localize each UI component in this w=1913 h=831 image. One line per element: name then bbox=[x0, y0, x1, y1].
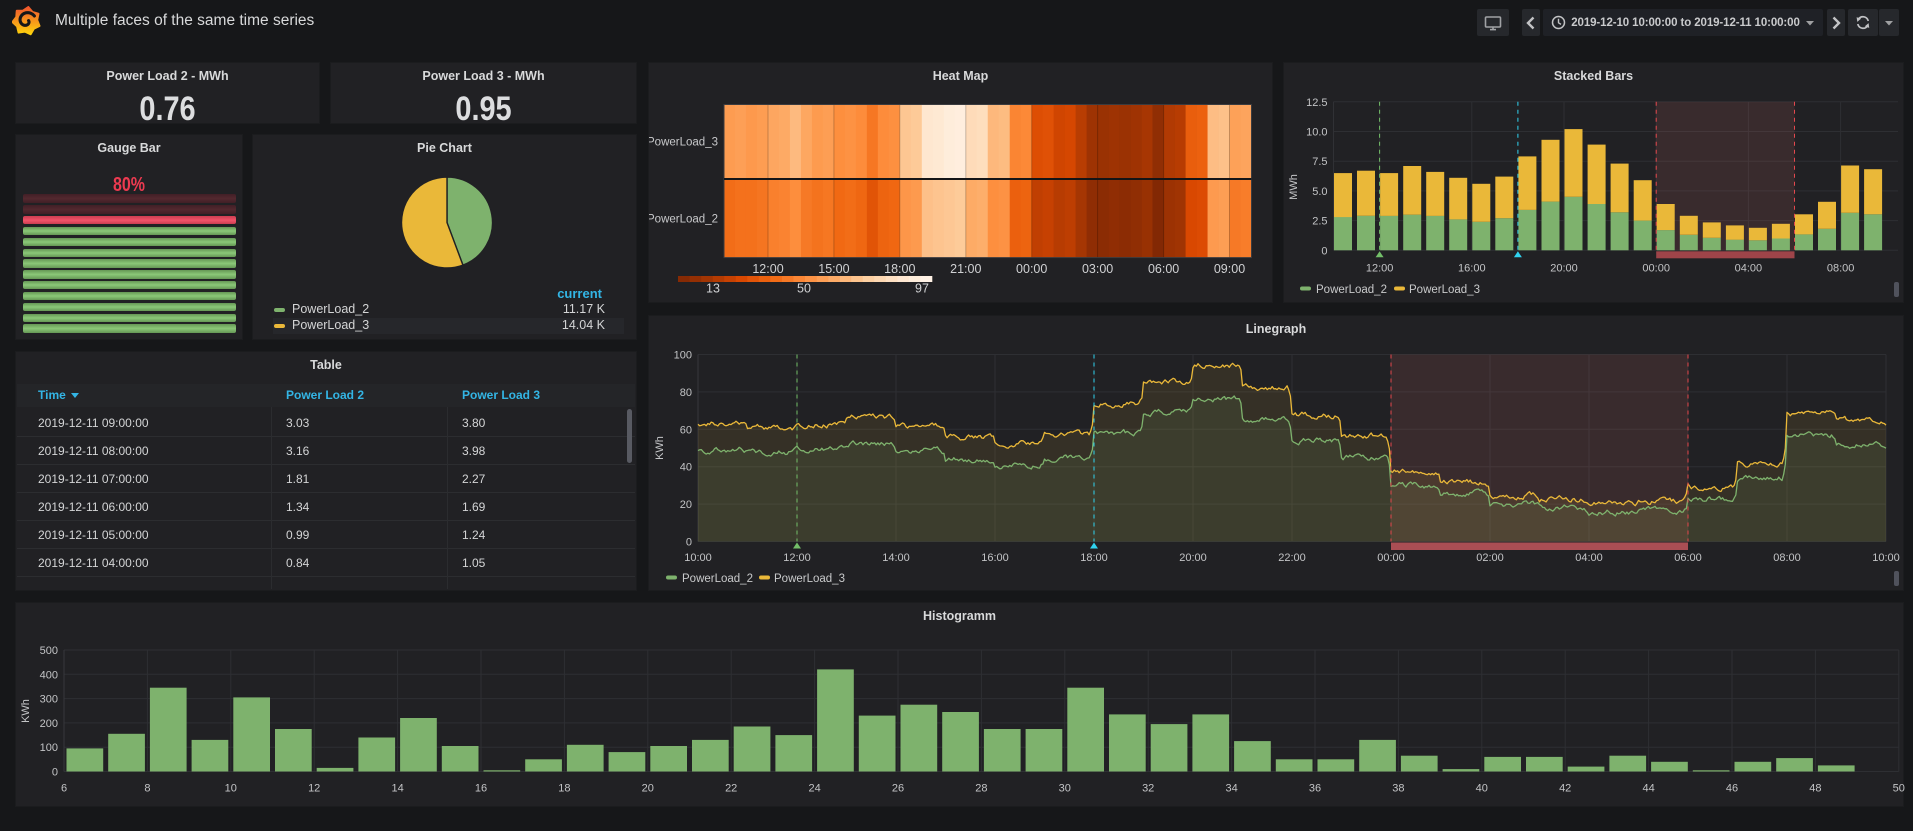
svg-text:10.0: 10.0 bbox=[1306, 127, 1327, 139]
svg-text:22:00: 22:00 bbox=[1278, 552, 1306, 564]
svg-text:38: 38 bbox=[1392, 783, 1404, 795]
svg-text:10:00: 10:00 bbox=[1872, 552, 1900, 564]
svg-text:8: 8 bbox=[144, 783, 150, 795]
svg-text:300: 300 bbox=[40, 694, 58, 706]
svg-text:21:00: 21:00 bbox=[950, 262, 981, 276]
svg-text:15:00: 15:00 bbox=[818, 262, 849, 276]
svg-text:14:00: 14:00 bbox=[882, 552, 910, 564]
svg-text:34: 34 bbox=[1225, 783, 1237, 795]
svg-text:16:00: 16:00 bbox=[981, 552, 1009, 564]
svg-text:5.0: 5.0 bbox=[1312, 186, 1327, 198]
svg-text:48: 48 bbox=[1809, 783, 1821, 795]
svg-text:02:00: 02:00 bbox=[1476, 552, 1504, 564]
svg-text:12: 12 bbox=[308, 783, 320, 795]
svg-text:06:00: 06:00 bbox=[1674, 552, 1702, 564]
svg-text:KWh: KWh bbox=[20, 699, 32, 723]
svg-text:PowerLoad_3: PowerLoad_3 bbox=[649, 137, 718, 149]
svg-text:36: 36 bbox=[1309, 783, 1321, 795]
svg-text:03:00: 03:00 bbox=[1082, 262, 1113, 276]
svg-text:12.5: 12.5 bbox=[1306, 97, 1327, 109]
svg-text:97: 97 bbox=[915, 282, 929, 296]
svg-text:40: 40 bbox=[680, 462, 692, 474]
svg-text:18:00: 18:00 bbox=[1080, 552, 1108, 564]
svg-text:200: 200 bbox=[40, 718, 58, 730]
svg-text:PowerLoad_2: PowerLoad_2 bbox=[1316, 284, 1387, 296]
svg-text:500: 500 bbox=[40, 645, 58, 657]
svg-text:20: 20 bbox=[642, 783, 654, 795]
svg-text:100: 100 bbox=[40, 742, 58, 754]
svg-text:00:00: 00:00 bbox=[1377, 552, 1405, 564]
svg-text:12:00: 12:00 bbox=[783, 552, 811, 564]
svg-text:16: 16 bbox=[475, 783, 487, 795]
svg-text:30: 30 bbox=[1059, 783, 1071, 795]
svg-text:16:00: 16:00 bbox=[1458, 262, 1486, 274]
svg-text:44: 44 bbox=[1642, 783, 1654, 795]
svg-text:28: 28 bbox=[975, 783, 987, 795]
svg-text:18: 18 bbox=[558, 783, 570, 795]
svg-text:46: 46 bbox=[1726, 783, 1738, 795]
svg-text:24: 24 bbox=[808, 783, 820, 795]
svg-text:0: 0 bbox=[52, 767, 58, 779]
svg-text:50: 50 bbox=[1893, 783, 1905, 795]
svg-text:10: 10 bbox=[225, 783, 237, 795]
svg-text:20:00: 20:00 bbox=[1179, 552, 1207, 564]
svg-text:20:00: 20:00 bbox=[1550, 262, 1578, 274]
svg-text:400: 400 bbox=[40, 669, 58, 681]
svg-text:PowerLoad_2: PowerLoad_2 bbox=[682, 573, 753, 585]
svg-text:00:00: 00:00 bbox=[1016, 262, 1047, 276]
svg-text:0: 0 bbox=[686, 537, 692, 549]
svg-text:08:00: 08:00 bbox=[1773, 552, 1801, 564]
svg-text:09:00: 09:00 bbox=[1214, 262, 1245, 276]
svg-text:00:00: 00:00 bbox=[1642, 262, 1670, 274]
svg-text:04:00: 04:00 bbox=[1735, 262, 1763, 274]
svg-text:04:00: 04:00 bbox=[1575, 552, 1603, 564]
svg-text:22: 22 bbox=[725, 783, 737, 795]
svg-text:0: 0 bbox=[1321, 245, 1327, 257]
svg-text:2.5: 2.5 bbox=[1312, 216, 1327, 228]
svg-text:6: 6 bbox=[61, 783, 67, 795]
svg-text:MWh: MWh bbox=[1288, 174, 1300, 200]
svg-text:06:00: 06:00 bbox=[1148, 262, 1179, 276]
svg-text:PowerLoad_3: PowerLoad_3 bbox=[1409, 284, 1480, 296]
svg-text:14: 14 bbox=[391, 783, 403, 795]
svg-text:26: 26 bbox=[892, 783, 904, 795]
svg-text:80: 80 bbox=[680, 387, 692, 399]
svg-text:13: 13 bbox=[706, 282, 720, 296]
svg-text:18:00: 18:00 bbox=[884, 262, 915, 276]
svg-text:100: 100 bbox=[674, 350, 692, 362]
svg-text:20: 20 bbox=[680, 499, 692, 511]
svg-text:12:00: 12:00 bbox=[752, 262, 783, 276]
svg-text:PowerLoad_3: PowerLoad_3 bbox=[774, 573, 845, 585]
svg-text:32: 32 bbox=[1142, 783, 1154, 795]
svg-text:50: 50 bbox=[797, 282, 811, 296]
svg-text:08:00: 08:00 bbox=[1827, 262, 1855, 274]
svg-text:42: 42 bbox=[1559, 783, 1571, 795]
svg-text:7.5: 7.5 bbox=[1312, 156, 1327, 168]
svg-text:12:00: 12:00 bbox=[1366, 262, 1394, 274]
svg-text:60: 60 bbox=[680, 424, 692, 436]
svg-text:40: 40 bbox=[1476, 783, 1488, 795]
svg-text:PowerLoad_2: PowerLoad_2 bbox=[649, 214, 718, 226]
svg-text:10:00: 10:00 bbox=[684, 552, 712, 564]
svg-text:KWh: KWh bbox=[654, 436, 666, 460]
